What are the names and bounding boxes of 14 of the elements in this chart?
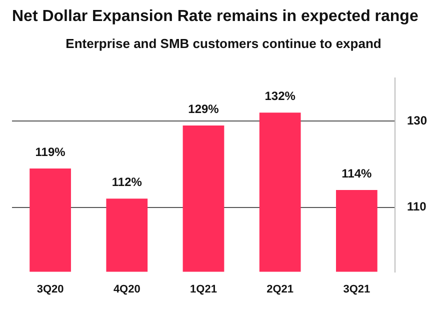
data-label: 132% (264, 88, 296, 103)
data-label: 114% (342, 166, 372, 180)
chart-subtitle: Enterprise and SMB customers continue to expand (64, 36, 382, 51)
x-tick-label: 2Q21 (266, 283, 294, 296)
x-tick-label: 4Q20 (113, 283, 140, 296)
y-tick-label: 130 (406, 114, 428, 128)
y-tick-label: 110 (406, 200, 427, 214)
x-tick-label: 1Q21 (190, 283, 217, 296)
x-tick-label: 3Q21 (343, 283, 370, 296)
data-label: 112% (112, 174, 142, 189)
chart-title: Net Dollar Expansion Rate remains in expected range (12, 8, 420, 26)
data-label: 129% (188, 102, 220, 116)
x-tick-label: 3Q20 (36, 283, 64, 296)
data-label: 119% (35, 144, 66, 159)
